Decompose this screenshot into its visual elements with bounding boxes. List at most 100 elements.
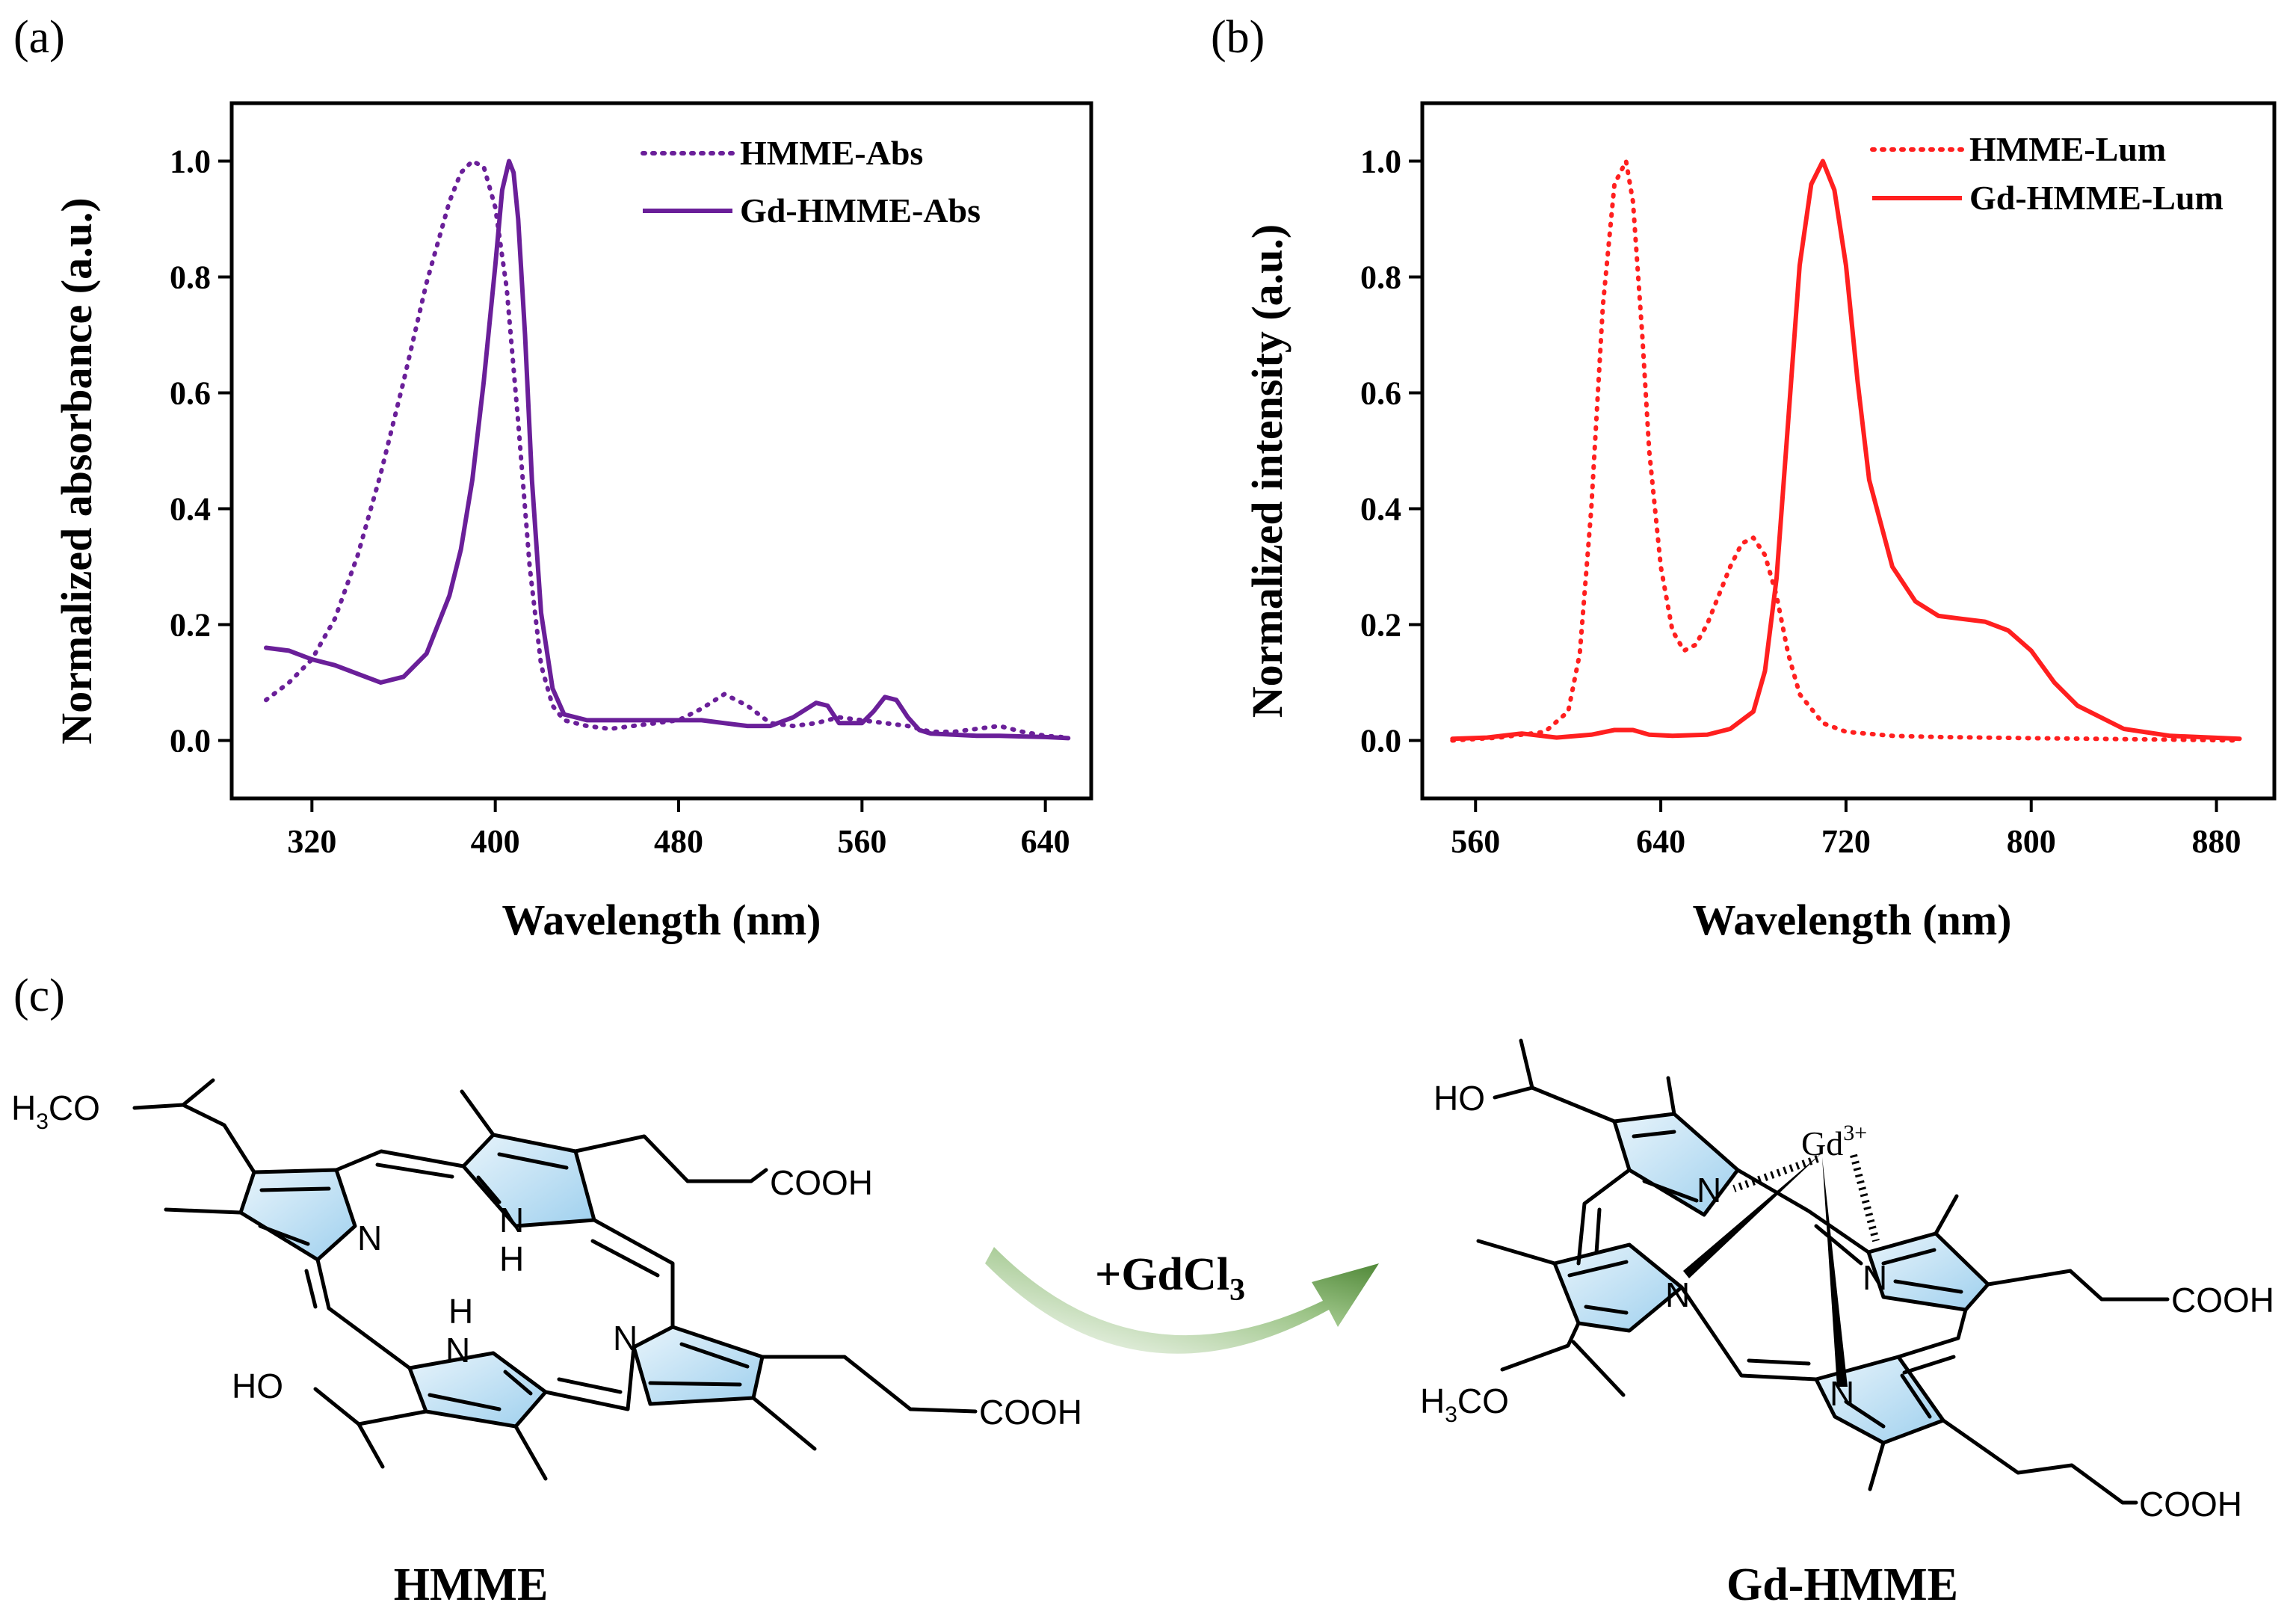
hmme-inner-bond [258, 1224, 310, 1246]
gd-bond-hash [1732, 1155, 1819, 1192]
gd-hmme-inner-bond [1747, 1358, 1811, 1366]
chartB-xtick-label: 560 [1451, 823, 1500, 860]
gd-hmme-bridge [1735, 1168, 1871, 1254]
hmme-nh-bottom-n: N [445, 1331, 470, 1370]
chartA-xtick-label: 480 [654, 823, 703, 860]
hmme-nh-top-h: H [499, 1239, 524, 1278]
chart-b: 560 640 720 800 880 0.0 0.2 0.4 0.6 0.8 1.0 Wavele… [1243, 101, 2277, 944]
hmme-n-right: N [613, 1319, 638, 1358]
hmme-inner-bond [557, 1377, 623, 1394]
gd-hmme-inner-bond [1584, 1305, 1629, 1315]
gd-hmme-n-left: N [1665, 1275, 1690, 1314]
panel-label-b: (b) [1211, 12, 1265, 63]
gd-hmme-n-bottom: N [1830, 1374, 1854, 1413]
gd-hmme-bond [1941, 1418, 2138, 1505]
hmme-bridge [334, 1149, 466, 1172]
hmme-pyrrole-left [238, 1168, 357, 1262]
gd-hmme-inner-bond [1567, 1260, 1629, 1278]
gd-hmme-bond [1476, 1239, 1557, 1266]
hmme-inner-bond [476, 1175, 502, 1204]
chart-a-legend-gd-hmme-abs: Gd-HMME-Abs [740, 191, 981, 230]
hmme-inner-bond [375, 1162, 454, 1179]
reagent-label: +GdCl3 [1095, 1249, 1245, 1308]
chartB-ytick-label: 0.6 [1360, 375, 1401, 412]
hmme-bridge [543, 1345, 636, 1411]
chart-b-xlabel: Wavelength (nm) [1693, 896, 2012, 944]
hmme-inner-bond [679, 1342, 750, 1369]
gd-hmme-inner-bond [1881, 1248, 1937, 1266]
hmme-inner-bond [590, 1239, 660, 1278]
hmme-bond [132, 1103, 256, 1174]
reaction: +GdCl3 [985, 1247, 1379, 1354]
gd-hmme-inner-bond [1642, 1179, 1699, 1203]
hmme-structure: H3CO COOH COOH HO N N H H N N HMME [11, 1078, 1082, 1610]
gd-hmme-cooh-1: COOH [2171, 1281, 2274, 1319]
chart-a-ylabel: Normalized absorbance (a.u.) [52, 197, 101, 744]
gd-hmme-n-top: N [1697, 1171, 1721, 1210]
hmme-bond [751, 1396, 817, 1451]
gd-hmme-bridge [1896, 1308, 1968, 1359]
chartB-ytick-label: 0.2 [1360, 607, 1401, 644]
gd-hmme-bond [1934, 1194, 1959, 1236]
chartA-ytick-label: 1.0 [170, 144, 211, 180]
hmme-inner-bond [428, 1393, 502, 1411]
gd-hmme-inner-bond [1632, 1130, 1676, 1139]
gd-hmme-pyrrole-top [1612, 1112, 1740, 1217]
hmme-cooh-top: COOH [770, 1163, 873, 1202]
gd-hmme-bridge [1576, 1168, 1632, 1266]
chartB-xtick-label: 720 [1821, 823, 1871, 860]
hmme-nh-top-n: N [499, 1201, 524, 1239]
chart-b-ticks: 560 640 720 800 880 0.0 0.2 0.4 0.6 0.8 1.0 [1360, 144, 2241, 860]
hmme-bond [460, 1089, 496, 1137]
hmme-bridge [592, 1218, 675, 1329]
hmme-bond [357, 1422, 385, 1469]
gd-hmme-bond [1666, 1076, 1676, 1116]
hmme-n-left: N [357, 1219, 382, 1257]
chart-a-legend-hmme-abs: HMME-Abs [740, 134, 923, 172]
chartA-xtick-label: 400 [471, 823, 520, 860]
gd-bond-wedge [1683, 1151, 1824, 1278]
hmme-ho-label: HO [232, 1367, 283, 1405]
gd-hmme-bond [1493, 1085, 1534, 1100]
hmme-inner-bond [503, 1370, 533, 1396]
gd-hmme-n-right: N [1863, 1258, 1887, 1297]
gd-ion-label: Gd3+ [1801, 1121, 1867, 1162]
gd-hmme-structure: HO Gd3+ N N N N H3CO COOH COOH Gd-HMME [1420, 1038, 2274, 1610]
chartA-series-gd-hmme-abs [264, 158, 1071, 741]
chart-a: 320 400 480 560 640 0.0 0.2 0.4 0.6 0.8 1.0 Wavele… [52, 101, 1093, 944]
chart-a-plot-frame [229, 101, 1093, 801]
gd-hmme-h3co-label: H3CO [1420, 1382, 1509, 1427]
gd-bond-wedge [1822, 1157, 1848, 1387]
hmme-bridge [315, 1257, 412, 1370]
gd-hmme-bond [1519, 1038, 1617, 1124]
panel-label-a: (a) [13, 12, 65, 63]
hmme-pyrrole-top [461, 1133, 596, 1228]
chartA-ytick-label: 0.2 [170, 607, 211, 644]
chartA-xtick-label: 320 [287, 823, 336, 860]
chartA-series-hmme-abs [264, 158, 1071, 740]
gd-hmme-bond [1571, 1340, 1626, 1397]
gd-hmme-inner-bond [1900, 1373, 1932, 1419]
chart-a-legend: HMME-Abs Gd-HMME-Abs [641, 134, 981, 230]
gd-hmme-pyrrole-bottom [1814, 1355, 1945, 1445]
chartA-ytick-label: 0.4 [170, 491, 211, 528]
chartB-ytick-label: 0.0 [1360, 723, 1401, 760]
gd-hmme-name: Gd-HMME [1726, 1559, 1958, 1610]
gd-hmme-inner-bond [1893, 1279, 1963, 1294]
chartA-xtick-label: 560 [837, 823, 886, 860]
gd-bond-hash [1850, 1154, 1880, 1242]
chart-b-legend: HMME-Lum Gd-HMME-Lum [1870, 130, 2224, 217]
panel-label-c: (c) [13, 970, 65, 1021]
gd-hmme-bridge [1679, 1285, 1818, 1382]
chart-b-legend-hmme-lum: HMME-Lum [1969, 130, 2166, 168]
hmme-nh-bottom-h: H [448, 1292, 473, 1331]
hmme-bond [164, 1207, 243, 1215]
chartA-ytick-label: 0.8 [170, 259, 211, 296]
chart-a-lines [264, 158, 1071, 741]
hmme-pyrrole-bottom [407, 1351, 548, 1429]
gd-hmme-pyrrole-left [1552, 1242, 1684, 1333]
chartA-ytick-label: 0.0 [170, 723, 211, 760]
chartB-xtick-label: 640 [1636, 823, 1685, 860]
gd-hmme-inner-bond [1844, 1399, 1886, 1429]
